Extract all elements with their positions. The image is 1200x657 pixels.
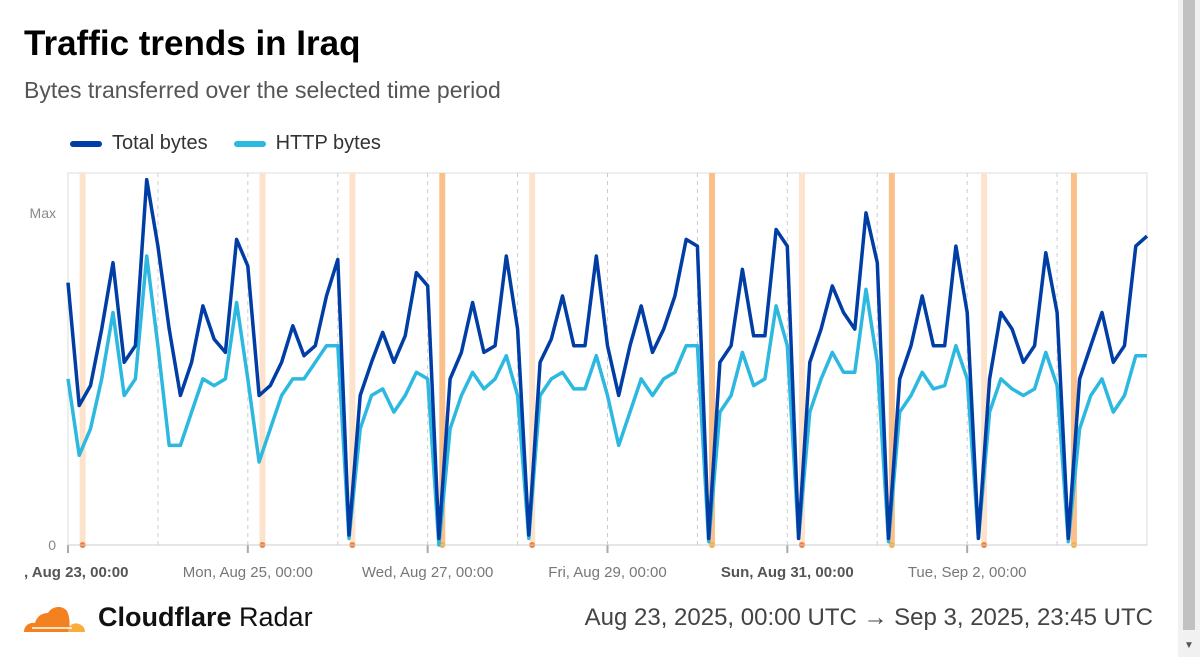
scrollbar-thumb[interactable] <box>1183 0 1195 630</box>
annotation-band <box>981 173 988 545</box>
y-tick-label: Max <box>30 205 56 221</box>
annotation-band <box>259 173 266 545</box>
series-line-total <box>66 177 1149 541</box>
series-line-http <box>66 254 1147 547</box>
chart-legend: Total bytes HTTP bytes <box>70 132 381 155</box>
cloudflare-radar-logo[interactable]: Cloudflare Radar <box>22 602 313 633</box>
page-title: Traffic trends in Iraq <box>24 24 361 63</box>
page-subtitle: Bytes transferred over the selected time… <box>24 77 501 103</box>
legend-label-total: Total bytes <box>112 132 208 154</box>
annotation-band <box>529 173 536 545</box>
annotation-band <box>709 173 716 545</box>
annotation-band <box>349 173 356 545</box>
legend-item-total[interactable]: Total bytes <box>70 132 208 155</box>
brand-product: Radar <box>239 602 313 632</box>
x-tick-label: Mon, Aug 25, 00:00 <box>183 564 313 581</box>
x-tick-label: Wed, Aug 27, 00:00 <box>362 564 494 581</box>
brand-name: Cloudflare <box>98 602 232 632</box>
cloudflare-cloud-icon <box>24 606 85 632</box>
legend-swatch-total <box>70 140 102 147</box>
x-tick-label: , Aug 23, 00:00 <box>24 564 129 581</box>
x-tick-label: Tue, Sep 2, 00:00 <box>908 564 1027 581</box>
legend-item-http[interactable]: HTTP bytes <box>233 132 381 155</box>
time-range: Aug 23, 2025, 00:00 UTC → Sep 3, 2025, 2… <box>584 604 1153 631</box>
y-tick-label: 0 <box>48 537 56 553</box>
traffic-chart: , Aug 23, 00:00 Mon, Aug 25, 00:00 Wed, Au… <box>24 172 1149 581</box>
x-tick-label: Sun, Aug 31, 00:00 <box>721 564 854 581</box>
annotation-band <box>439 173 446 545</box>
annotation-band <box>79 173 86 545</box>
legend-swatch-http <box>233 140 266 147</box>
annotation-band <box>1070 173 1077 545</box>
scrollbar[interactable]: ▼ <box>1178 0 1200 657</box>
annotation-band <box>798 173 805 545</box>
x-tick-label: Fri, Aug 29, 00:00 <box>548 564 666 581</box>
annotation-band <box>888 173 895 545</box>
scroll-down-arrow-icon[interactable]: ▼ <box>1184 640 1194 651</box>
legend-label-http: HTTP bytes <box>275 132 381 154</box>
